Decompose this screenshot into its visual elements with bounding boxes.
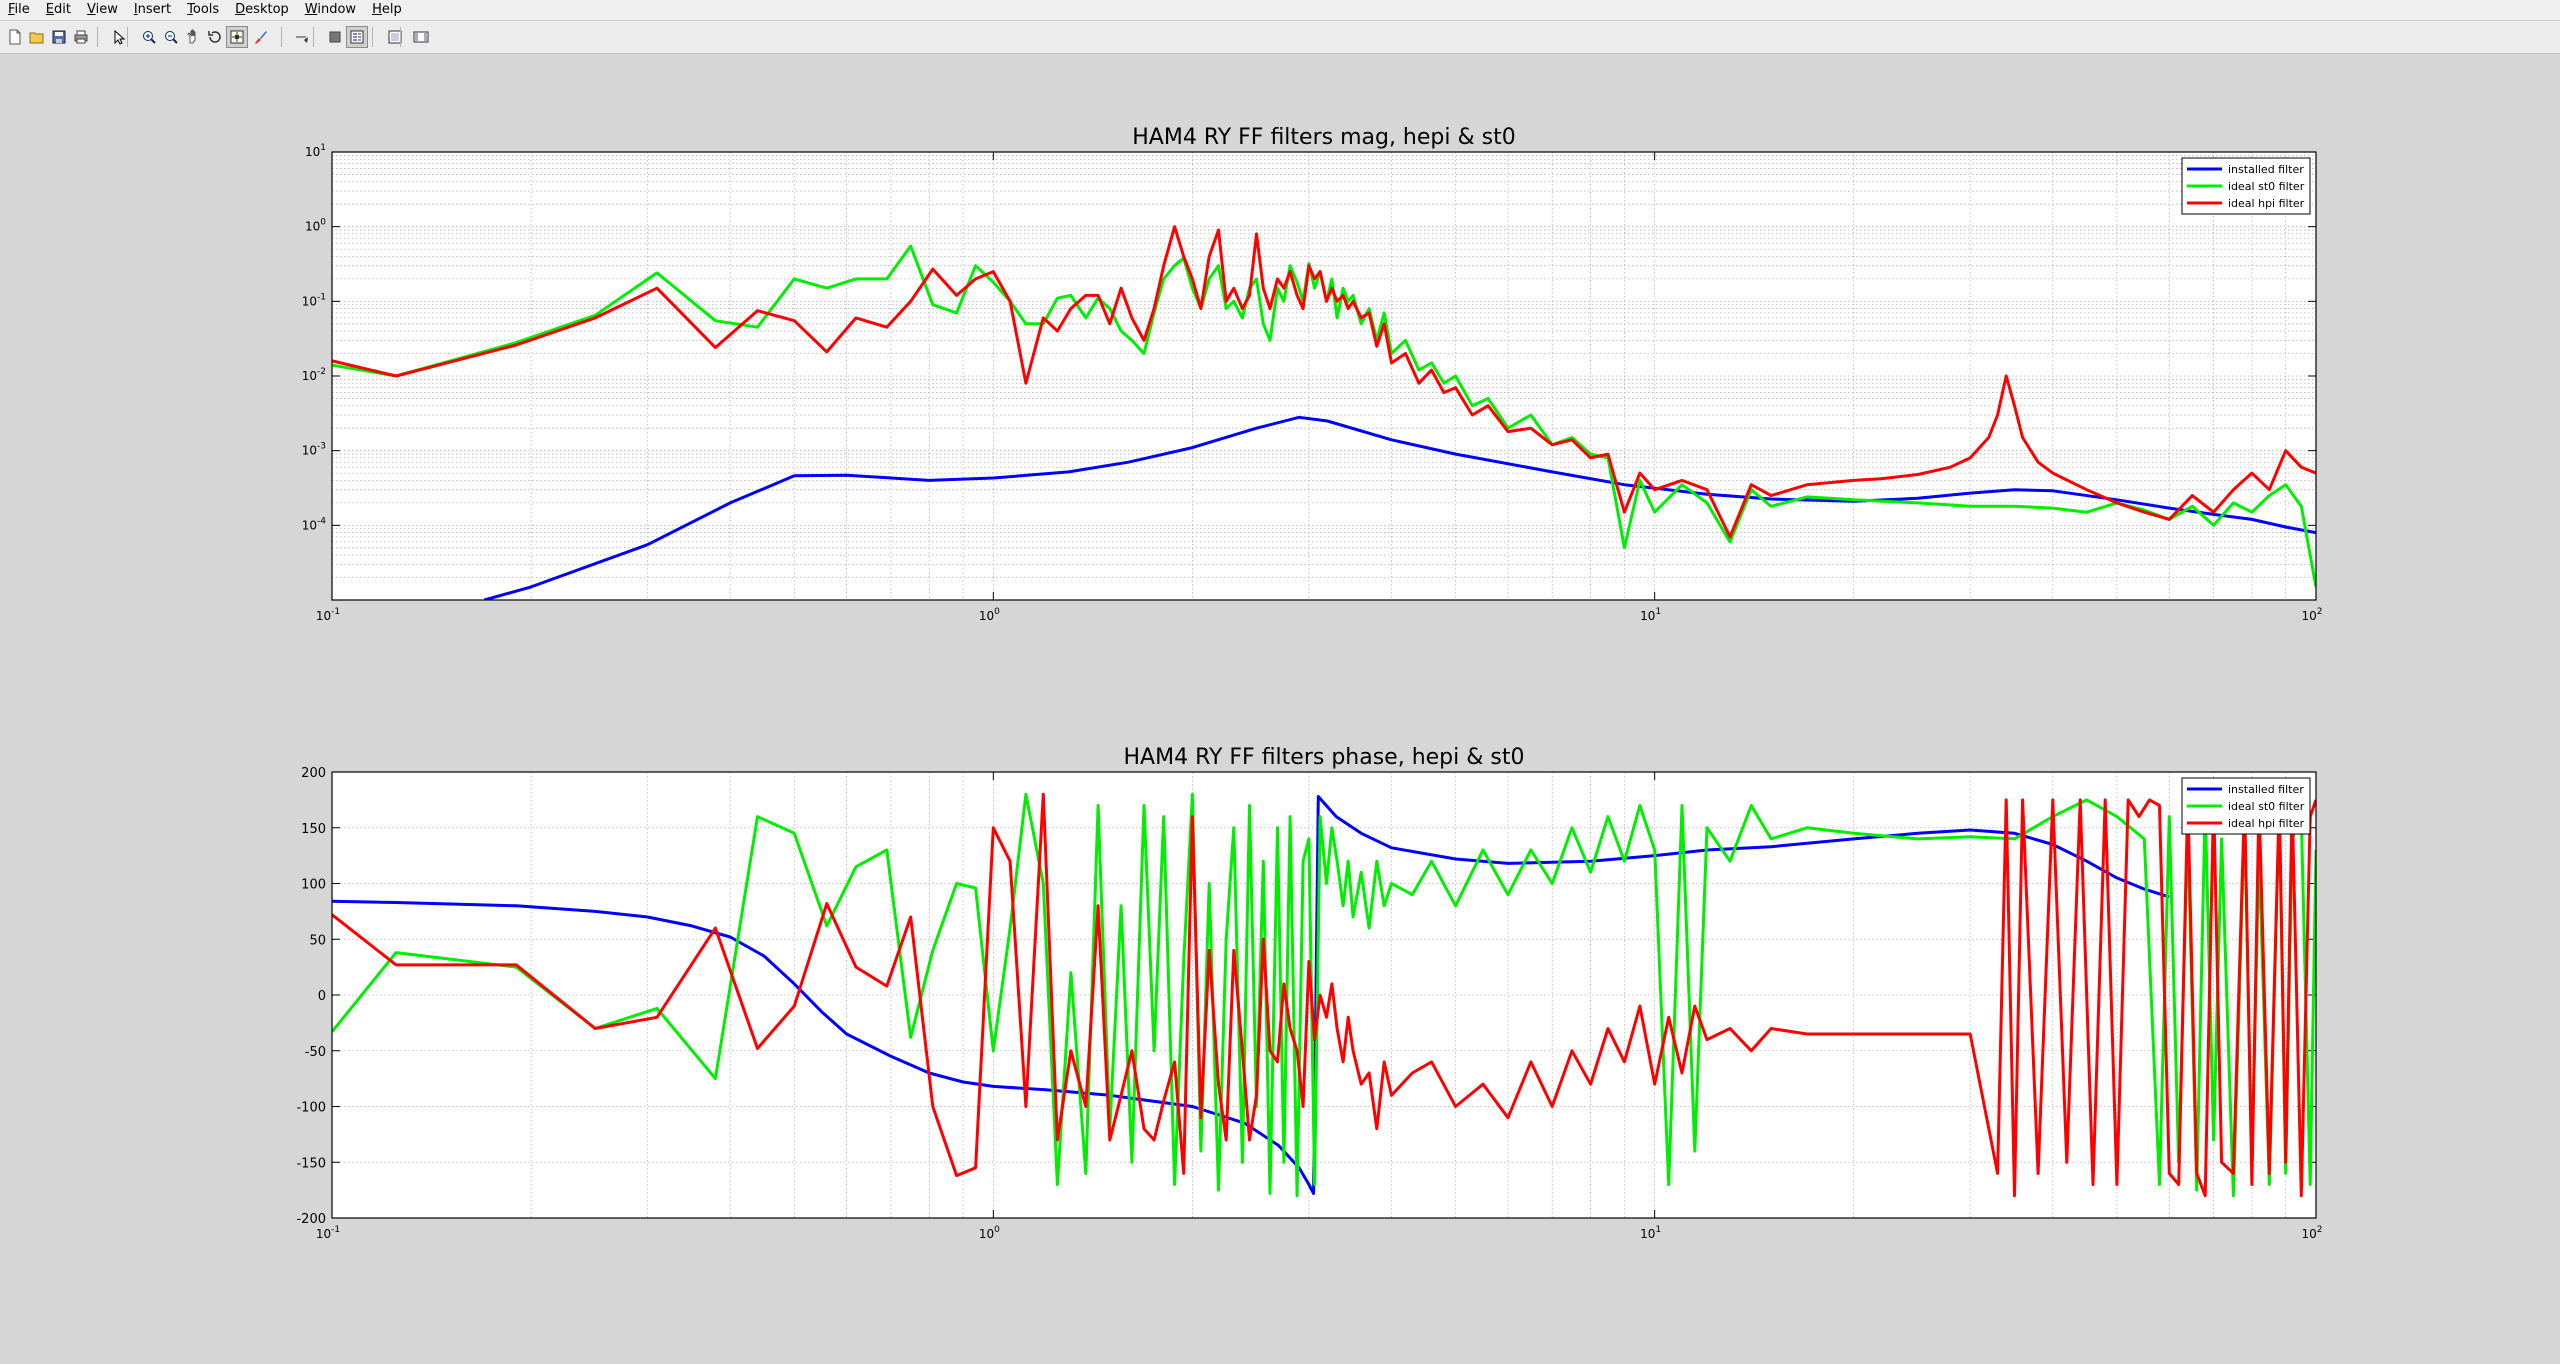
edit-plot-button[interactable] [108,26,130,48]
edit-plot-icon [114,29,126,45]
menu-file[interactable]: File [8,2,30,17]
brush-button[interactable] [250,26,272,48]
new-figure-button[interactable] [4,26,26,48]
x-tick-label: 102 [2301,1225,2322,1241]
y-tick-label: -150 [296,1156,326,1171]
data-cursor-button[interactable] [226,26,248,48]
legend-entry: ideal hpi filter [2228,197,2305,210]
x-tick-label: 101 [1640,607,1661,623]
magnitude-axes[interactable]: 10-1 100 101 102 101 100 10-1 10-2 10-3 10-4 HAM4 … [302,125,2323,623]
colorbar-button[interactable] [324,26,346,48]
link-plot-icon [296,36,308,43]
y-tick-label: 100 [301,878,326,893]
figure-toolbar [0,21,2560,54]
y-tick-label: -100 [296,1101,326,1116]
brush-icon [255,31,267,44]
phase-axes[interactable]: 10-1 100 101 102 200 150 100 50 0 -50 -100 -150 -200… [296,745,2322,1241]
menu-edit[interactable]: Edit [45,2,71,17]
chart-title: HAM4 RY FF filters mag, hepi & st0 [1132,125,1515,150]
legend-entry: ideal st0 filter [2228,180,2305,193]
series-line-ideal-hpi-filter [332,792,2316,1198]
y-tick-label: 50 [309,933,326,948]
x-tick-label: 100 [979,607,1000,623]
series-line-installed-filter [332,795,2170,1195]
legend[interactable]: installed filter ideal st0 filter ideal hp… [2181,157,2311,215]
x-tick-label: 101 [1640,1225,1661,1241]
zoom-in-icon [143,31,156,44]
legend-entry: installed filter [2228,163,2304,176]
open-file-icon [29,32,44,44]
menu-help[interactable]: Help [372,2,402,17]
y-tick-label: 100 [305,218,326,234]
hide-plot-tools-button[interactable] [384,26,406,48]
series-line-ideal-st0-filter [332,792,2316,1198]
y-tick-label: 101 [305,143,326,159]
zoom-out-icon [165,31,178,44]
menu-view[interactable]: View [86,2,118,17]
grid-lines [332,152,2316,600]
toolbar-separator [127,27,128,47]
zoom-in-button[interactable] [138,26,160,48]
print-figure-icon [74,30,88,44]
menu-window[interactable]: Window [304,2,357,17]
hide-plot-tools-icon [388,30,402,44]
series-line-installed-filter [483,415,2316,600]
legend-entry: ideal st0 filter [2228,800,2305,813]
x-tick-label: 10-1 [316,607,340,623]
menu-insert[interactable]: Insert [133,2,172,17]
legend[interactable]: installed filter ideal st0 filter ideal hp… [2181,777,2311,835]
y-tick-label: -200 [296,1212,326,1227]
menu-desktop[interactable]: Desktop [235,2,289,17]
x-tick-label: 100 [979,1225,1000,1241]
link-plot-button[interactable] [290,26,312,48]
legend-icon [350,30,364,44]
show-plot-tools-button[interactable] [410,26,432,48]
data-cursor-icon [230,30,244,44]
y-tick-label: 0 [318,989,326,1004]
toolbar-separator [97,27,98,47]
rotate-3d-button[interactable] [204,26,226,48]
toolbar-separator [281,27,282,47]
grid-lines [332,772,2316,1218]
x-tick-label: 10-1 [316,1225,340,1241]
save-figure-icon [52,30,66,44]
show-plot-tools-icon [413,31,429,43]
chart-title: HAM4 RY FF filters phase, hepi & st0 [1124,745,1525,770]
legend-entry: ideal hpi filter [2228,817,2305,830]
pan-icon [187,29,196,44]
toolbar-separator [400,27,401,47]
figure-canvas: 10-1 100 101 102 101 100 10-1 10-2 10-3 10-4 HAM4 … [296,125,2323,1241]
legend-button[interactable] [346,26,368,48]
y-tick-label: -50 [305,1045,326,1060]
toolbar-separator [313,27,314,47]
open-file-button[interactable] [26,26,48,48]
menu-tools[interactable]: Tools [187,2,220,17]
y-tick-label: 200 [301,766,326,781]
y-tick-label: 10-1 [302,292,326,308]
menu-bar: File Edit View Insert Tools Desktop Window Help [0,0,2560,21]
print-figure-button[interactable] [70,26,92,48]
pan-button[interactable] [182,26,204,48]
new-figure-icon [9,29,21,45]
toolbar-separator [372,27,373,47]
axes-box [331,771,2317,1219]
zoom-out-button[interactable] [160,26,182,48]
y-tick-label: 150 [301,822,326,837]
y-tick-label: 10-2 [302,367,326,383]
legend-entry: installed filter [2228,783,2304,796]
x-tick-label: 102 [2301,607,2322,623]
save-figure-button[interactable] [48,26,70,48]
y-tick-label: 10-4 [302,516,327,532]
axes-box [331,151,2317,601]
rotate-3d-icon [208,31,221,43]
series-line-ideal-hpi-filter [332,225,2316,539]
y-tick-label: 10-3 [302,442,326,458]
colorbar-icon [329,31,341,43]
